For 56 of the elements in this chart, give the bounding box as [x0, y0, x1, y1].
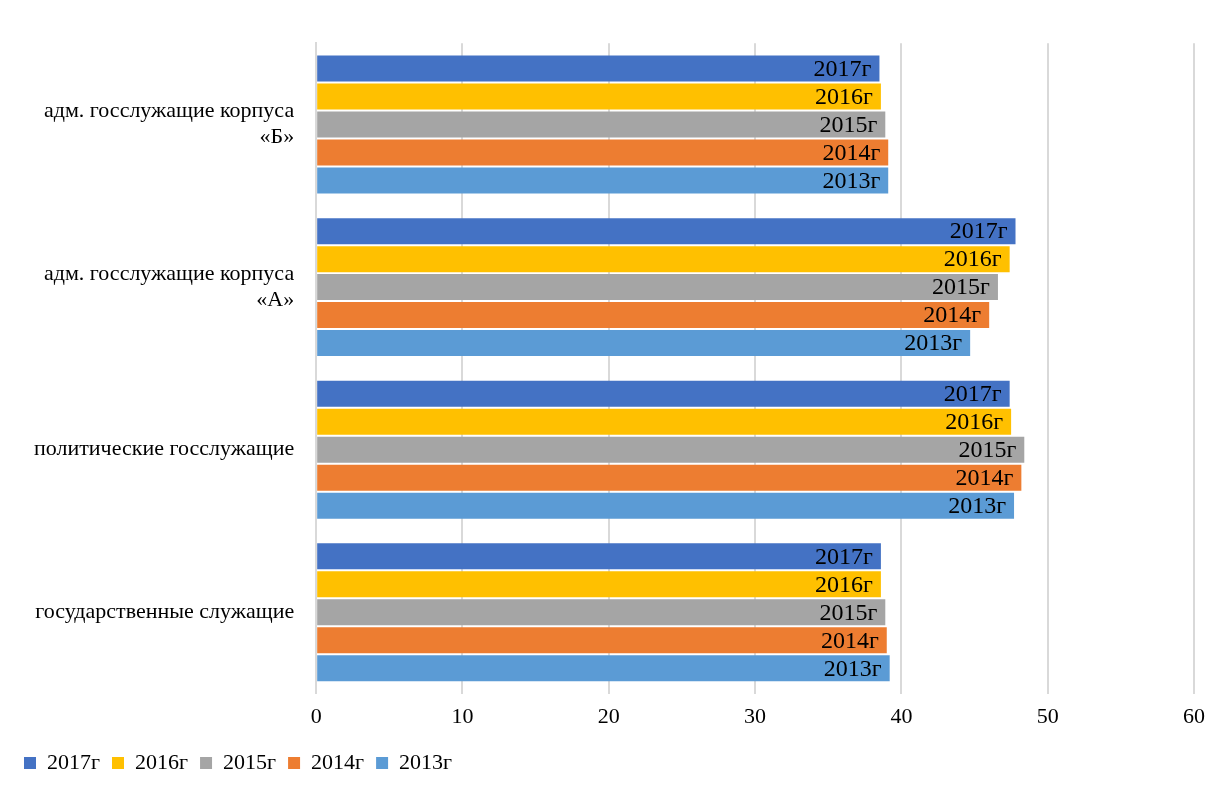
text: 2016г — [815, 570, 873, 597]
bar — [317, 274, 998, 301]
x-tick-label: 60 — [1183, 702, 1205, 728]
text: 2013г — [822, 166, 881, 193]
x-tick-label: 40 — [890, 702, 913, 728]
text: 2015г — [932, 273, 990, 300]
bar — [317, 139, 889, 166]
y-tick-label: государственные служащие — [35, 598, 295, 624]
text: 2017г — [813, 54, 872, 81]
bar — [317, 83, 881, 110]
bar — [317, 655, 890, 682]
bar — [317, 218, 1016, 245]
bar — [317, 111, 886, 138]
bar — [317, 492, 1015, 519]
text: 2015г — [958, 436, 1017, 462]
y-tick-label: адм. госслужащие корпуса «А» — [43, 259, 295, 312]
bar — [317, 599, 886, 626]
text: 2017г — [949, 217, 1008, 244]
text: 2017г — [943, 380, 1002, 407]
bar — [317, 627, 887, 654]
y-tick-label: политические госслужащие — [33, 435, 295, 461]
text: 2015г — [819, 110, 878, 137]
x-tick-label: 20 — [597, 702, 620, 728]
legend-label: 2014г — [311, 748, 365, 774]
bar — [317, 543, 881, 570]
text: 2014г — [923, 301, 982, 328]
bar — [317, 464, 1022, 491]
text: 2017г — [815, 542, 873, 569]
bar — [317, 436, 1025, 463]
x-tick-label: 10 — [451, 702, 474, 728]
bar — [317, 55, 880, 82]
y-tick-label: адм. госслужащие корпуса «Б» — [43, 97, 295, 149]
text: 2016г — [815, 82, 873, 109]
x-tick-label: 30 — [744, 702, 767, 728]
legend-label: 2017г — [47, 748, 101, 774]
bar — [317, 571, 881, 598]
legend-label: 2016г — [135, 748, 189, 774]
text: 2013г — [904, 329, 963, 356]
text: 2016г — [945, 408, 1004, 435]
bar — [317, 380, 1010, 407]
bar — [317, 302, 990, 329]
bar — [317, 408, 1012, 435]
text: 2013г — [823, 654, 882, 681]
x-tick-label: 50 — [1036, 702, 1059, 728]
text: 2016г — [943, 245, 1002, 272]
x-tick-label: 0 — [310, 702, 322, 728]
text: 2014г — [955, 463, 1014, 490]
legend-label: 2013г — [399, 748, 453, 774]
bar — [317, 167, 889, 194]
legend-label: 2015г — [223, 748, 277, 774]
bar — [317, 330, 971, 357]
text: 2015г — [819, 598, 878, 625]
text: 2013г — [948, 491, 1007, 518]
text: 2014г — [820, 626, 879, 653]
bar — [317, 246, 1010, 273]
text: 2014г — [822, 138, 881, 165]
